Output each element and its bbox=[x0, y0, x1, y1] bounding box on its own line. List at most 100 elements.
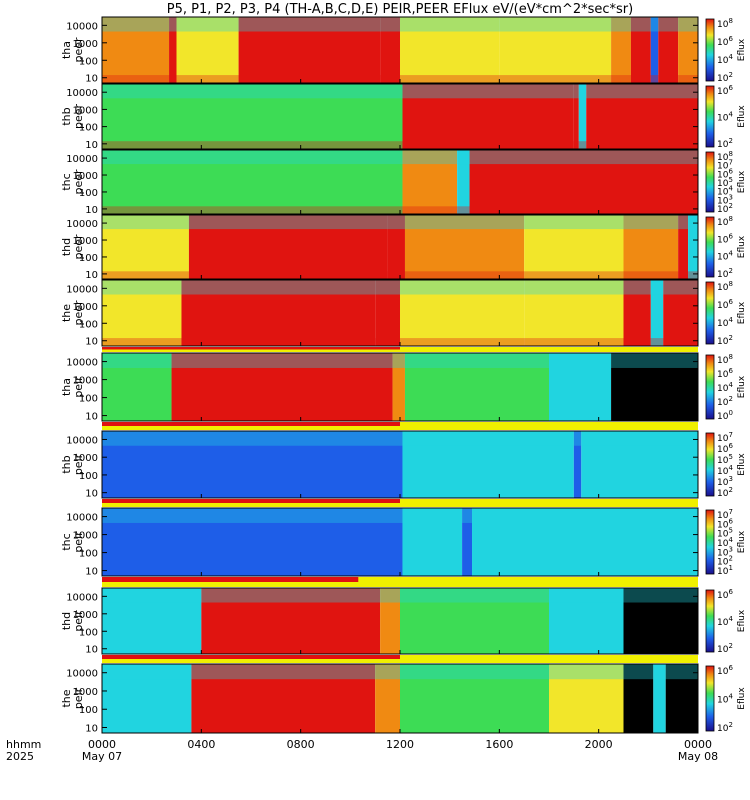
colorbar-tick-label: 104 bbox=[717, 185, 733, 198]
colorbar-tick-label: 102 bbox=[717, 202, 733, 215]
colorbar-tick-label: 102 bbox=[717, 71, 733, 84]
heatmap-band bbox=[623, 664, 654, 733]
heatmap-high-energy-fade bbox=[102, 508, 698, 523]
heatmap-band bbox=[404, 215, 525, 279]
heatmap-band bbox=[387, 215, 405, 279]
heatmap-band bbox=[102, 664, 192, 733]
heatmap-band bbox=[472, 508, 698, 576]
y-axis-label: thd bbox=[60, 238, 73, 256]
colorbar-tick-label: 102 bbox=[717, 334, 733, 347]
colorbar-tick-label: 108 bbox=[717, 150, 733, 163]
y-tick-label: 10000 bbox=[66, 435, 98, 446]
heatmap-band bbox=[404, 353, 549, 421]
y-tick-label: 100 bbox=[79, 471, 98, 482]
mode-bar-segment bbox=[102, 577, 359, 582]
heatmap-band bbox=[549, 664, 624, 733]
heatmap-band bbox=[524, 215, 624, 279]
heatmap-band bbox=[238, 17, 381, 83]
date-label: May 07 bbox=[82, 750, 122, 763]
y-axis-label: the bbox=[60, 689, 73, 707]
colorbar-tick-label: 106 bbox=[717, 442, 733, 455]
colorbar-tick-label: 101 bbox=[717, 564, 733, 577]
y-tick-label: 1000 bbox=[73, 376, 98, 387]
y-tick-label: 100 bbox=[79, 627, 98, 638]
y-axis-label: peir bbox=[72, 531, 85, 553]
heatmap-band bbox=[102, 508, 400, 576]
colorbar-tick-label: 105 bbox=[717, 176, 733, 189]
colorbar-label: Eflux bbox=[737, 301, 747, 324]
colorbar-tick-label: 108 bbox=[717, 215, 733, 228]
y-tick-label: 1000 bbox=[73, 687, 98, 698]
heatmap-band bbox=[375, 280, 400, 346]
colorbar-label: Eflux bbox=[737, 38, 747, 61]
heatmap-high-energy-fade bbox=[102, 150, 698, 165]
plot-title: P5, P1, P2, P3, P4 (TH-A,B,C,D,E) PEIR,P… bbox=[166, 2, 634, 17]
colorbar-tick-label: 103 bbox=[717, 545, 733, 558]
heatmap-high-energy-fade bbox=[102, 215, 698, 230]
y-tick-label: 10 bbox=[85, 724, 98, 735]
colorbar bbox=[705, 18, 715, 82]
heatmap-band bbox=[549, 588, 624, 654]
colorbar-tick-label: 108 bbox=[717, 353, 733, 366]
heatmap-band bbox=[375, 664, 400, 733]
colorbar-tick-label: 106 bbox=[717, 664, 733, 677]
y-tick-label: 10000 bbox=[66, 219, 98, 230]
time-axis-row-label: hhmm bbox=[6, 738, 41, 751]
heatmap-band bbox=[392, 353, 405, 421]
colorbar bbox=[705, 354, 715, 420]
colorbar bbox=[705, 85, 715, 148]
heatmap-high-energy-fade bbox=[102, 664, 698, 680]
colorbar-tick-label: 104 bbox=[717, 464, 733, 477]
x-tick-label: 0400 bbox=[187, 738, 215, 751]
colorbar-tick-label: 102 bbox=[717, 721, 733, 734]
heatmap-band bbox=[400, 588, 549, 654]
colorbar-label: Eflux bbox=[737, 453, 747, 476]
heatmap-band bbox=[400, 431, 403, 498]
heatmap-band bbox=[469, 150, 698, 214]
heatmap-high-energy-fade bbox=[102, 17, 698, 32]
colorbar-tick-label: 106 bbox=[717, 35, 733, 48]
heatmap-band bbox=[102, 280, 182, 346]
y-tick-label: 100 bbox=[79, 549, 98, 560]
colorbar-tick-label: 108 bbox=[717, 17, 733, 30]
y-tick-label: 1000 bbox=[73, 610, 98, 621]
colorbar-tick-label: 104 bbox=[717, 316, 733, 329]
colorbar bbox=[705, 151, 715, 213]
colorbar-tick-label: 107 bbox=[717, 431, 733, 444]
heatmap-band bbox=[400, 84, 403, 149]
y-tick-label: 10 bbox=[85, 489, 98, 500]
colorbar-tick-label: 106 bbox=[717, 232, 733, 245]
heatmap-band bbox=[400, 280, 525, 346]
heatmap-band bbox=[380, 17, 400, 83]
y-tick-label: 10000 bbox=[66, 88, 98, 99]
mode-bar-segment bbox=[102, 347, 400, 350]
heatmap-band bbox=[462, 508, 473, 576]
heatmap-band bbox=[578, 84, 587, 149]
heatmap-band bbox=[402, 508, 463, 576]
y-tick-label: 100 bbox=[79, 123, 98, 134]
y-tick-label: 1000 bbox=[73, 302, 98, 313]
colorbar bbox=[705, 665, 715, 732]
y-tick-label: 10 bbox=[85, 412, 98, 423]
y-tick-label: 10000 bbox=[66, 21, 98, 32]
colorbar bbox=[705, 216, 715, 278]
colorbar-tick-label: 104 bbox=[717, 250, 733, 263]
colorbar-tick-label: 102 bbox=[717, 642, 733, 655]
colorbar-label: Eflux bbox=[737, 105, 747, 128]
y-tick-label: 10000 bbox=[66, 358, 98, 369]
colorbar-tick-label: 105 bbox=[717, 453, 733, 466]
heatmap-band bbox=[623, 588, 698, 654]
heatmap-band bbox=[191, 664, 376, 733]
mode-bar-segment bbox=[102, 655, 400, 659]
heatmap-band bbox=[663, 280, 698, 346]
x-tick-label: 0000 bbox=[684, 738, 712, 751]
colorbar bbox=[705, 281, 715, 345]
heatmap-band bbox=[400, 17, 500, 83]
y-axis-label: thb bbox=[60, 455, 73, 473]
colorbar-tick-label: 106 bbox=[717, 367, 733, 380]
colorbar-tick-label: 102 bbox=[717, 267, 733, 280]
heatmap-band bbox=[678, 17, 698, 83]
colorbar-tick-label: 104 bbox=[717, 381, 733, 394]
y-axis-label: peir bbox=[72, 687, 85, 709]
heatmap-band bbox=[102, 17, 170, 83]
